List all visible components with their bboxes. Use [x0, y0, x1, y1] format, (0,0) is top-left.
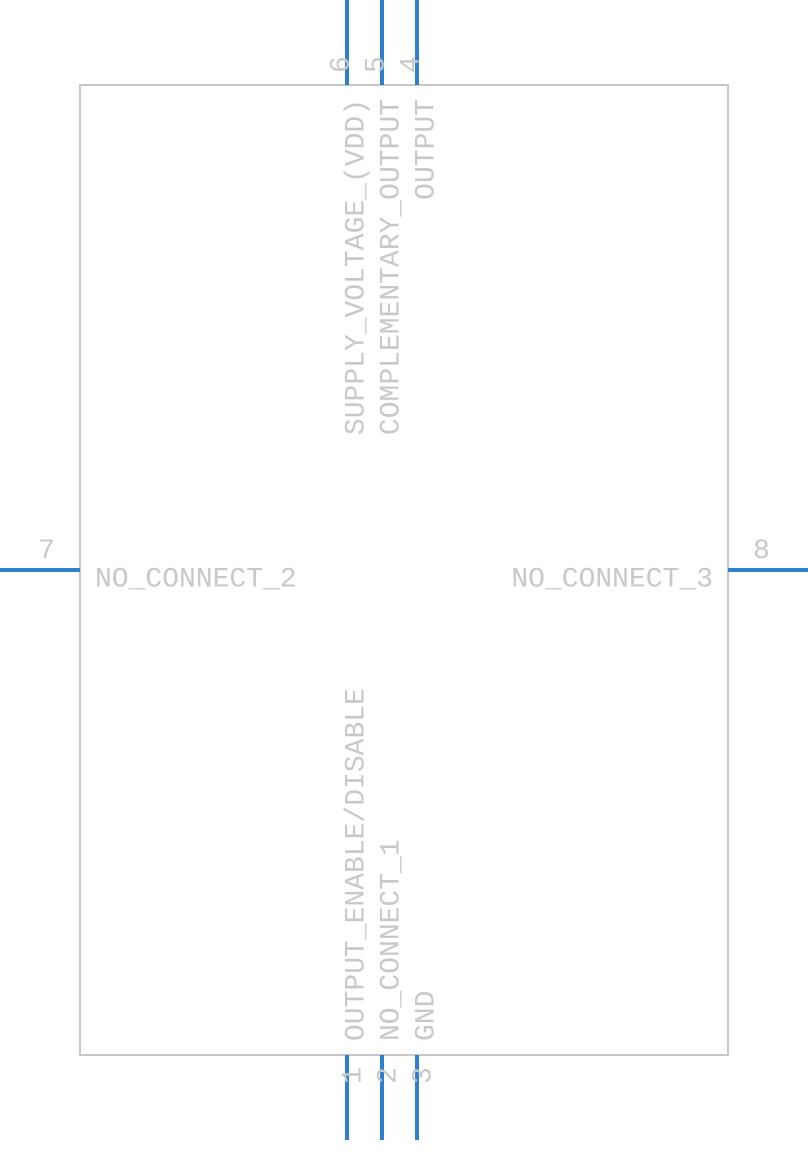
- pin-2-number: 2: [373, 1067, 404, 1084]
- pin-7-label: NO_CONNECT_2: [95, 564, 297, 595]
- pin-6-label: SUPPLY_VOLTAGE_(VDD): [341, 99, 372, 435]
- pin-5-number: 5: [361, 56, 392, 73]
- pin-8-number: 8: [753, 536, 770, 567]
- pin-8-label: NO_CONNECT_3: [511, 564, 713, 595]
- component-schematic: 7 NO_CONNECT_2 8 NO_CONNECT_3 6 SUPPLY_VOLTAG…: [0, 0, 808, 1168]
- pin-4-number: 4: [396, 56, 427, 73]
- pin-3-label: GND: [411, 991, 442, 1041]
- pin-6-number: 6: [326, 56, 357, 73]
- pin-3-number: 3: [408, 1067, 439, 1084]
- pin-1-label: OUTPUT_ENABLE/DISABLE: [341, 688, 372, 1041]
- pin-7-number: 7: [38, 536, 55, 567]
- pin-1-number: 1: [338, 1067, 369, 1084]
- pin-2-label: NO_CONNECT_1: [376, 839, 407, 1041]
- pin-5-label: COMPLEMENTARY_OUTPUT: [376, 99, 407, 435]
- pin-4-label: OUTPUT: [411, 99, 442, 200]
